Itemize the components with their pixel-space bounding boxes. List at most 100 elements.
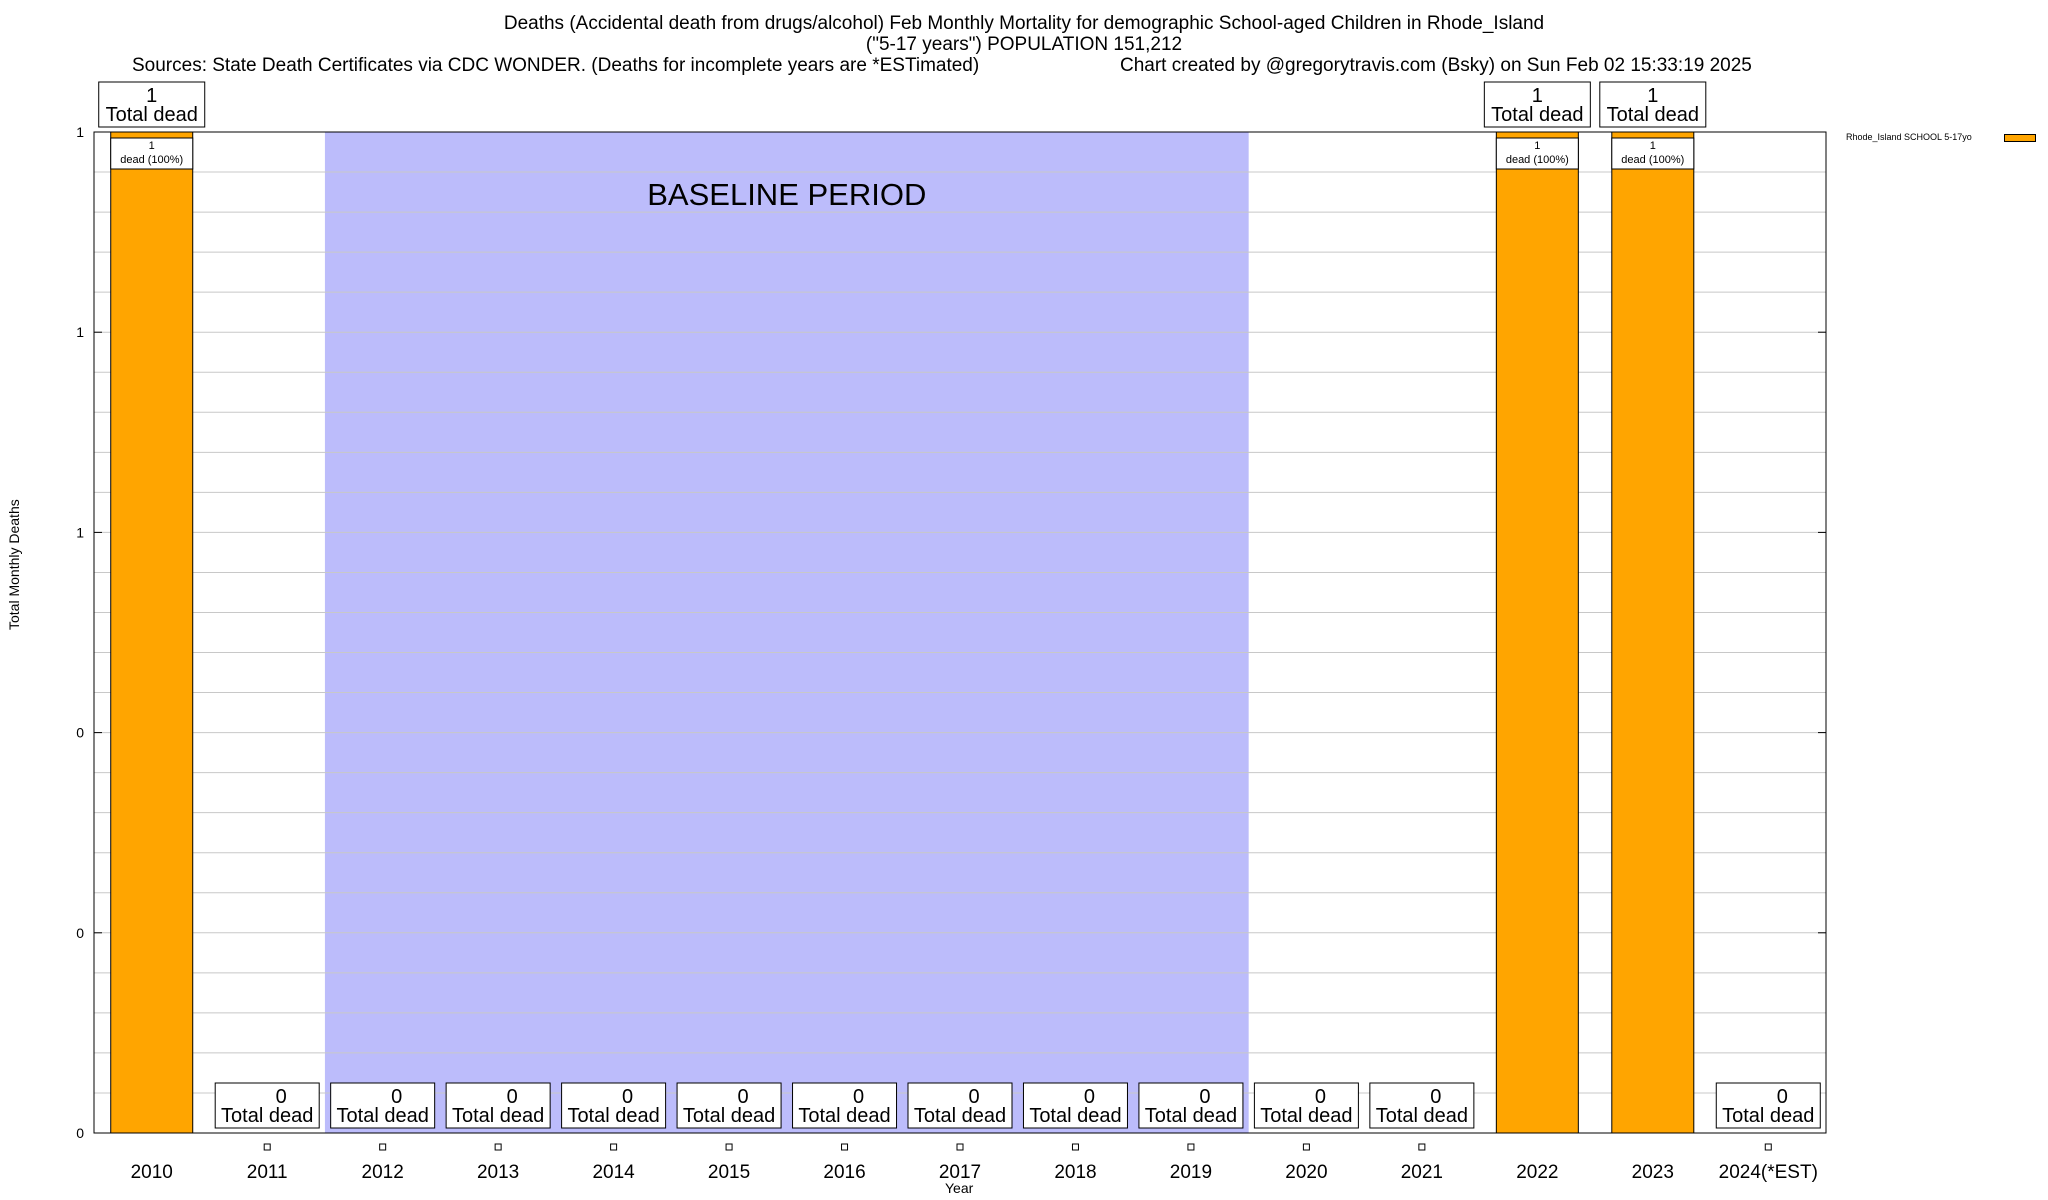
segment-label-count: 1 — [1650, 140, 1656, 152]
zero-marker — [610, 1143, 618, 1151]
total-label-box — [1483, 81, 1591, 128]
zero-marker — [1071, 1143, 1079, 1151]
y-tick-label: 1 — [76, 324, 84, 340]
x-axis-label: Year — [945, 1180, 974, 1196]
total-label-box — [445, 1082, 551, 1129]
total-label-text: Total dead — [1491, 104, 1583, 126]
legend-swatch — [2004, 134, 2036, 142]
zero-marker — [1187, 1143, 1195, 1151]
zero-marker — [1418, 1143, 1426, 1151]
total-label-box — [676, 1082, 782, 1129]
total-label-text: Total dead — [798, 1105, 890, 1127]
total-label-box — [907, 1082, 1013, 1129]
segment-label-count: 1 — [149, 140, 155, 152]
y-tick-label: 1 — [76, 524, 84, 540]
total-label-text: Total dead — [1607, 104, 1699, 126]
zero-marker — [494, 1143, 502, 1151]
total-label-count: 0 — [853, 1086, 864, 1108]
zero-marker — [263, 1143, 271, 1151]
segment-label-box — [1495, 137, 1579, 170]
total-label-count: 0 — [622, 1086, 633, 1108]
total-label-count: 0 — [1777, 1086, 1788, 1108]
total-label-box — [330, 1082, 436, 1129]
total-label-count: 0 — [738, 1086, 749, 1108]
total-label-count: 1 — [1532, 85, 1543, 107]
total-label-count: 0 — [1084, 1086, 1095, 1108]
total-label-text: Total dead — [1260, 1105, 1352, 1127]
total-label-count: 0 — [391, 1086, 402, 1108]
x-tick-label: 2019 — [1170, 1162, 1212, 1183]
x-tick-label: 2022 — [1516, 1162, 1558, 1183]
bar — [110, 131, 194, 1134]
chart-credit: Chart created by @gregorytravis.com (Bsk… — [1120, 55, 1752, 76]
y-tick-label: 0 — [76, 725, 84, 741]
plot-border — [93, 131, 1827, 1134]
total-label-text: Total dead — [1145, 1105, 1237, 1127]
x-tick-label: 2014 — [592, 1162, 635, 1183]
total-label-text: Total dead — [221, 1105, 313, 1127]
baseline-period-label: BASELINE PERIOD — [647, 177, 926, 212]
x-tick-label: 2016 — [823, 1162, 865, 1183]
total-label-text: Total dead — [1376, 1105, 1468, 1127]
x-tick-label: 2017 — [939, 1162, 981, 1183]
baseline-period-region — [324, 132, 1249, 1133]
total-label-box — [214, 1082, 320, 1129]
legend-entry-label: Rhode_Island SCHOOL 5-17yo — [1846, 132, 1972, 142]
x-tick-label: 2012 — [362, 1162, 404, 1183]
x-tick-label: 2013 — [477, 1162, 519, 1183]
zero-marker — [725, 1143, 733, 1151]
total-label-text: Total dead — [452, 1105, 544, 1127]
chart-title-line-2: ("5-17 years") POPULATION 151,212 — [865, 34, 1183, 55]
x-tick-label: 2023 — [1632, 1162, 1674, 1183]
total-label-count: 0 — [276, 1086, 287, 1108]
total-label-box — [1369, 1082, 1475, 1129]
x-tick-label: 2021 — [1401, 1162, 1443, 1183]
total-label-count: 0 — [1430, 1086, 1441, 1108]
total-label-box — [1715, 1082, 1821, 1129]
total-label-text: Total dead — [337, 1105, 429, 1127]
segment-label-percent: dead (100%) — [1506, 154, 1569, 166]
total-label-box — [1253, 1082, 1359, 1129]
total-label-box — [561, 1082, 667, 1129]
x-tick-label: 2015 — [708, 1162, 750, 1183]
segment-label-count: 1 — [1534, 140, 1540, 152]
total-label-count: 0 — [1199, 1086, 1210, 1108]
total-label-text: Total dead — [1722, 1105, 1814, 1127]
zero-marker — [379, 1143, 387, 1151]
segment-label-box — [1611, 137, 1695, 170]
total-label-count: 0 — [1315, 1086, 1326, 1108]
y-tick-label: 1 — [76, 124, 84, 140]
chart-sources: Sources: State Death Certificates via CD… — [132, 55, 980, 76]
total-label-box — [98, 81, 206, 128]
y-axis-label: Total Monthly Deaths — [6, 499, 22, 630]
y-tick-label: 0 — [76, 925, 84, 941]
total-label-box — [1138, 1082, 1244, 1129]
total-label-count: 1 — [146, 85, 157, 107]
y-tick-label: 0 — [76, 1125, 84, 1141]
x-tick-label: 2011 — [247, 1162, 288, 1183]
total-label-box — [792, 1082, 898, 1129]
total-label-count: 0 — [968, 1086, 979, 1108]
x-tick-label: 2010 — [131, 1162, 173, 1183]
total-label-text: Total dead — [914, 1105, 1006, 1127]
x-tick-label: 2020 — [1285, 1162, 1327, 1183]
zero-marker — [841, 1143, 849, 1151]
total-label-box — [1599, 81, 1707, 128]
zero-marker — [956, 1143, 964, 1151]
total-label-count: 1 — [1647, 85, 1658, 107]
total-label-text: Total dead — [1029, 1105, 1121, 1127]
total-label-box — [1022, 1082, 1128, 1129]
segment-label-percent: dead (100%) — [120, 154, 183, 166]
x-tick-label: 2024(*EST) — [1719, 1162, 1818, 1183]
chart-title-line-1: Deaths (Accidental death from drugs/alco… — [503, 13, 1545, 34]
zero-marker — [1764, 1143, 1772, 1151]
x-tick-label: 2018 — [1054, 1162, 1096, 1183]
total-label-text: Total dead — [567, 1105, 659, 1127]
total-label-count: 0 — [507, 1086, 518, 1108]
bar — [1611, 131, 1695, 1134]
bar — [1495, 131, 1579, 1134]
segment-label-percent: dead (100%) — [1621, 154, 1684, 166]
total-label-text: Total dead — [683, 1105, 775, 1127]
segment-label-box — [110, 137, 194, 170]
